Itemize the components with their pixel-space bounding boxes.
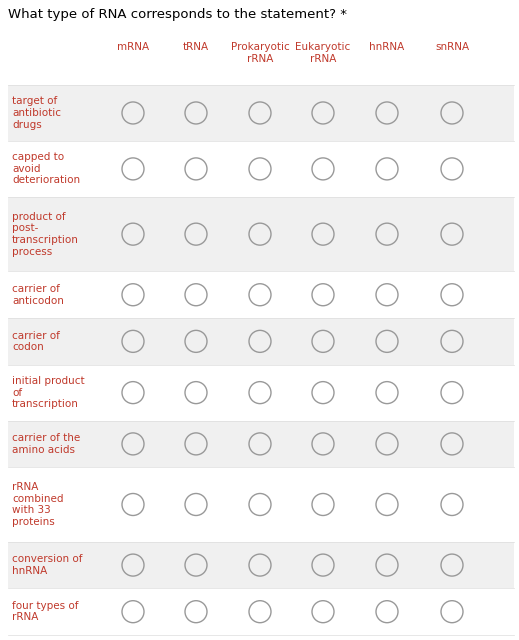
Bar — [8, 420, 514, 467]
Text: What type of RNA corresponds to the statement? *: What type of RNA corresponds to the stat… — [8, 8, 347, 21]
Text: target of
antibiotic
drugs: target of antibiotic drugs — [12, 97, 61, 129]
Text: tRNA: tRNA — [183, 42, 209, 52]
Text: carrier of the
amino acids: carrier of the amino acids — [12, 433, 80, 454]
Text: hnRNA: hnRNA — [370, 42, 405, 52]
Text: rRNA
combined
with 33
proteins: rRNA combined with 33 proteins — [12, 482, 63, 527]
Text: product of
post-
transcription
process: product of post- transcription process — [12, 212, 79, 257]
Bar — [8, 588, 514, 635]
Bar — [8, 467, 514, 542]
Bar — [8, 365, 514, 420]
Text: Prokaryotic
rRNA: Prokaryotic rRNA — [230, 42, 290, 63]
Text: conversion of
hnRNA: conversion of hnRNA — [12, 554, 83, 576]
Text: carrier of
anticodon: carrier of anticodon — [12, 284, 64, 305]
Bar — [8, 318, 514, 365]
Text: initial product
of
transcription: initial product of transcription — [12, 376, 85, 409]
Bar — [8, 141, 514, 197]
Text: four types of
rRNA: four types of rRNA — [12, 601, 78, 623]
Text: mRNA: mRNA — [117, 42, 149, 52]
Text: snRNA: snRNA — [435, 42, 469, 52]
Bar — [8, 85, 514, 141]
Text: Eukaryotic
rRNA: Eukaryotic rRNA — [295, 42, 351, 63]
Bar — [8, 542, 514, 588]
Text: capped to
avoid
deterioration: capped to avoid deterioration — [12, 152, 80, 186]
Bar — [8, 197, 514, 271]
Bar — [8, 271, 514, 318]
Text: carrier of
codon: carrier of codon — [12, 330, 60, 352]
